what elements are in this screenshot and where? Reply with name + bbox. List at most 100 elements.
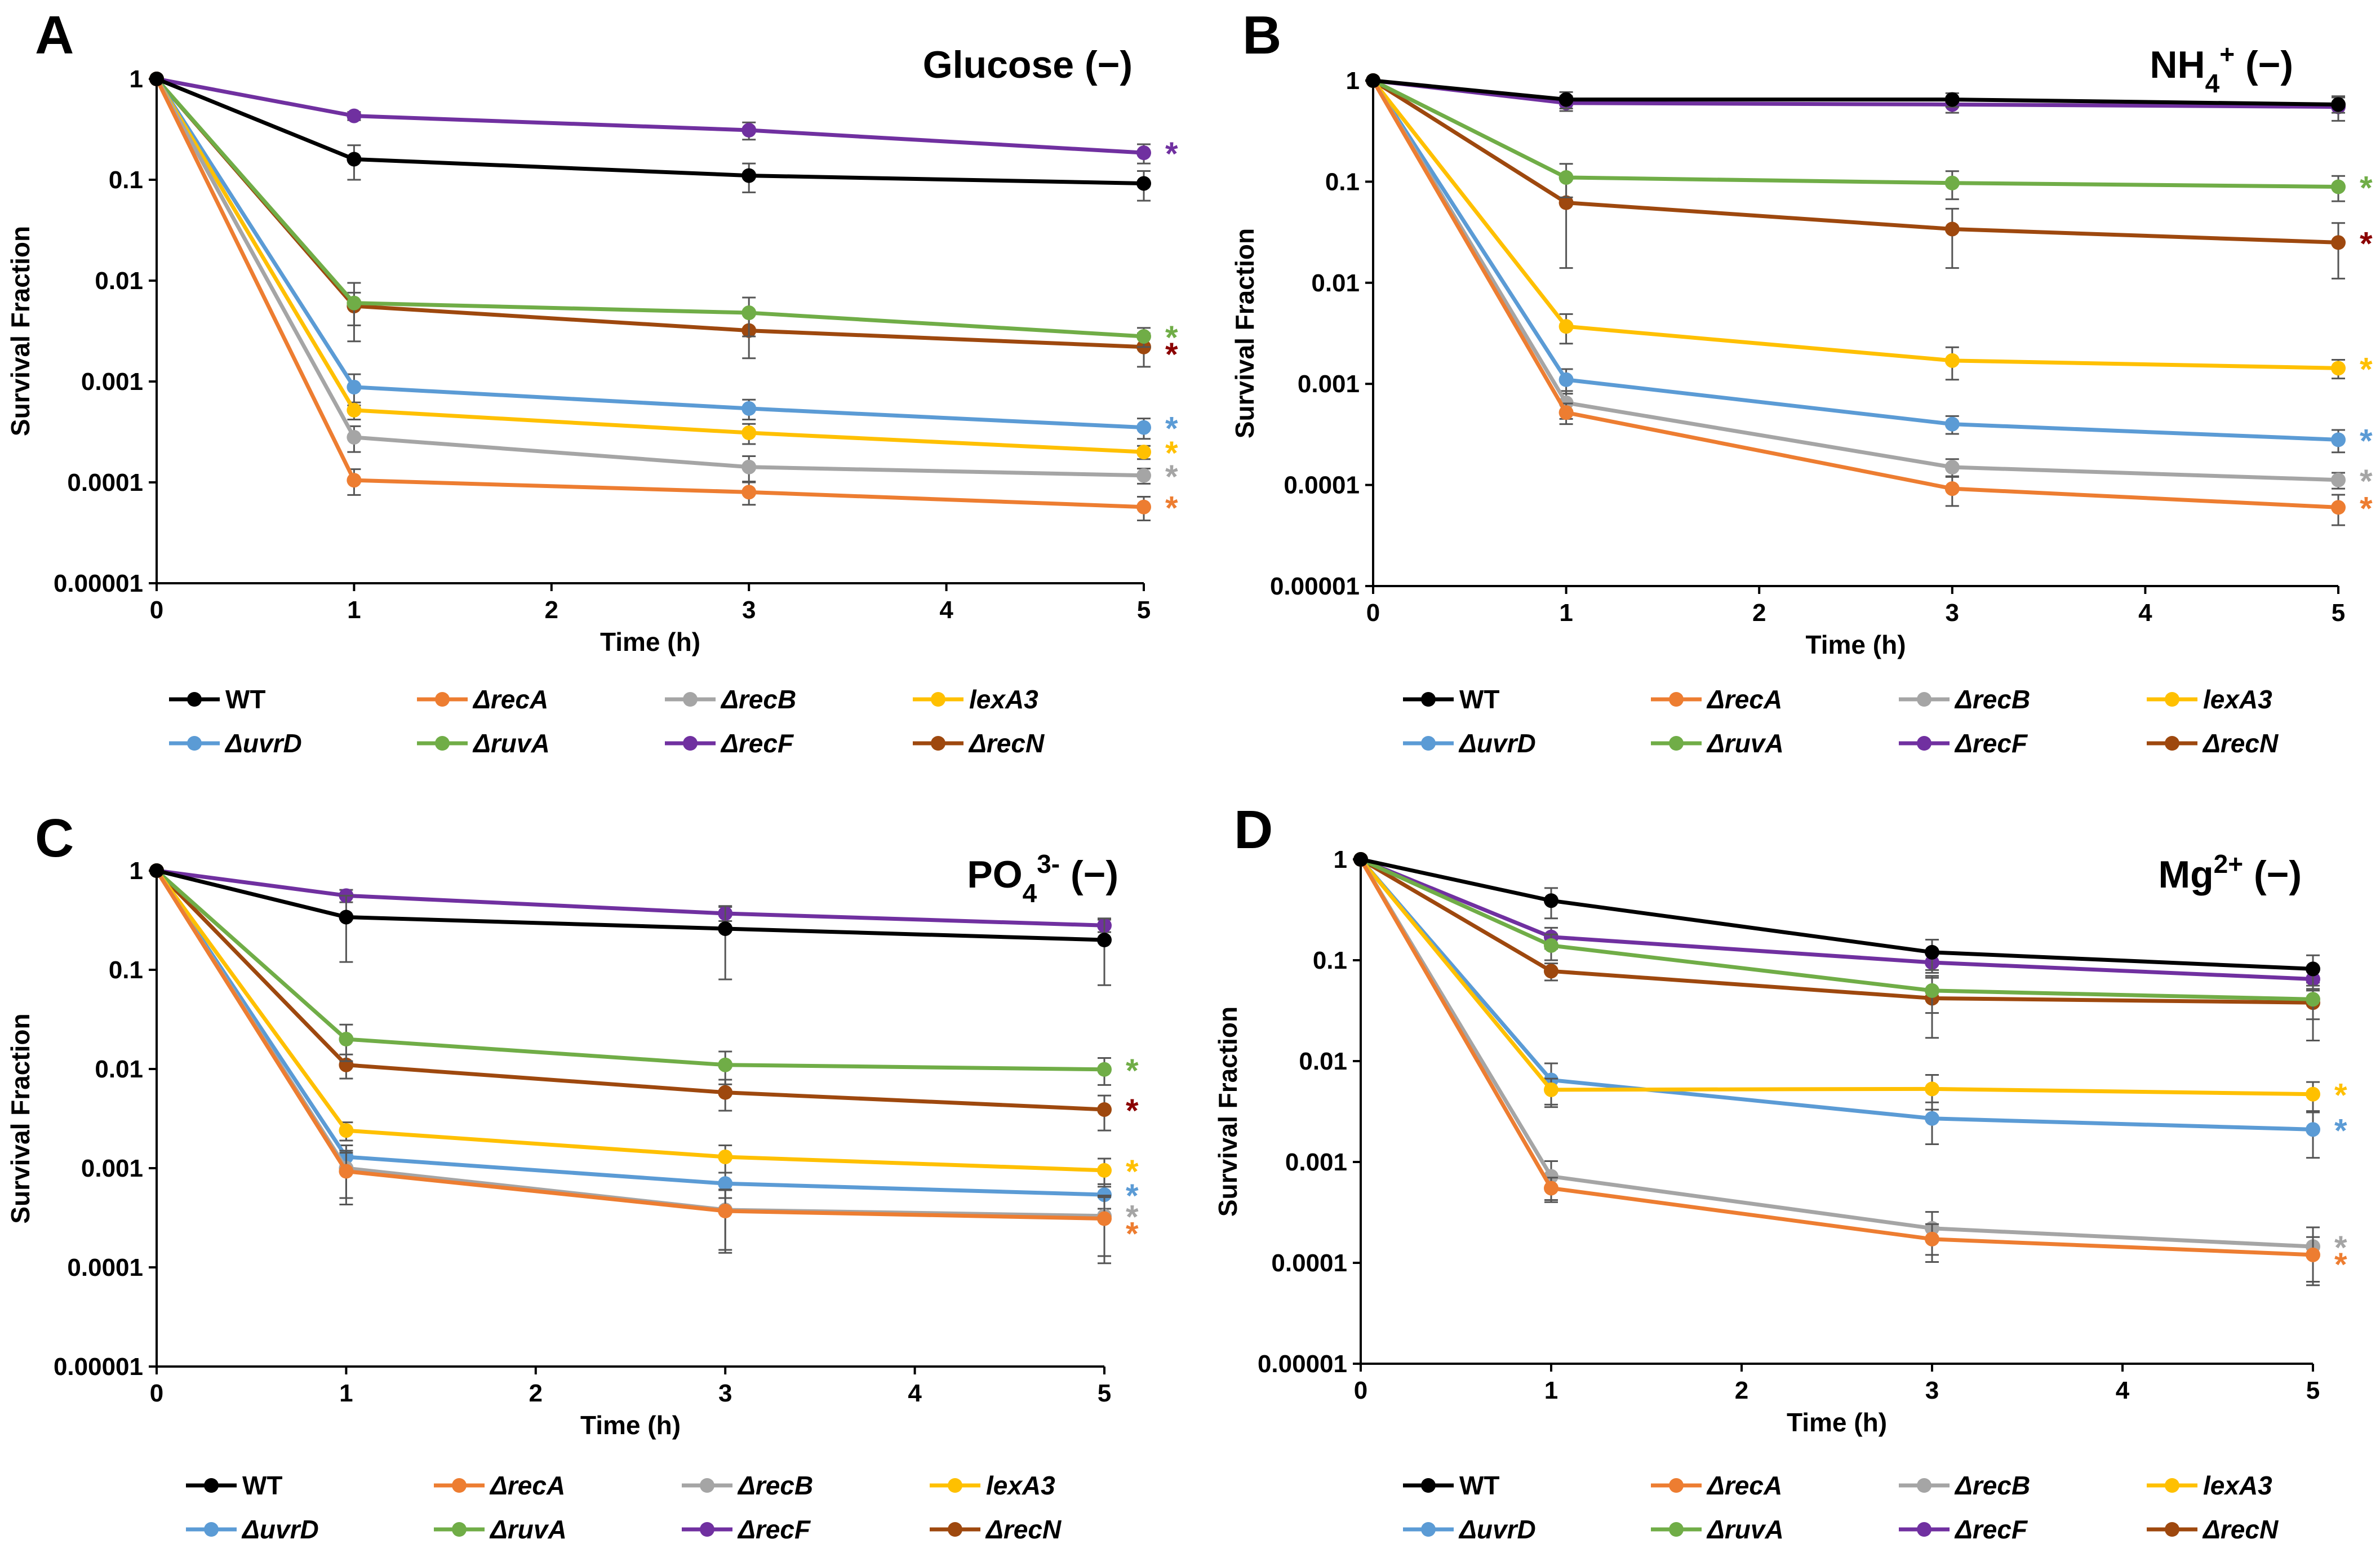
series-line [156,868,1105,928]
data-point [1544,938,1558,953]
x-tick-label: 0 [150,596,163,624]
data-point [1136,329,1151,344]
data-point [1944,460,1960,475]
data-point [347,379,362,394]
title-part: 4 [1023,879,1037,908]
data-point [741,168,757,183]
y-tick-label: 0.001 [81,368,143,396]
series-line [155,77,1144,339]
x-tick-label: 3 [718,1379,732,1407]
series-line [1371,79,2339,509]
data-point [1944,481,1960,496]
data-point [149,863,164,878]
series-ruvA [1353,852,2320,1021]
data-point [718,1149,733,1164]
legend-marker [435,736,450,751]
significance-star: * [2360,351,2373,388]
data-point [347,402,362,418]
data-point [718,1057,733,1072]
legend-item-lexA3: lexA3 [2147,685,2272,714]
x-tick-label: 1 [347,596,361,624]
legend-marker [683,736,698,751]
series-WT [149,72,1151,202]
data-point [1136,176,1151,191]
data-point [1136,145,1151,161]
legend-label: ΔrecN [968,729,1045,758]
legend-item-recA: ΔrecA [434,1471,565,1500]
significance-star: * [2360,225,2373,262]
data-point [1925,1081,1939,1097]
data-point [1558,170,1574,185]
legend-marker [931,692,945,707]
series-line [155,869,1105,1112]
legend-marker [2165,736,2179,751]
panel-letter: A [35,5,74,65]
x-tick-label: 5 [2332,599,2345,627]
series-uvrD [149,863,1112,1210]
y-axis-label: Survival Fraction [1230,228,1259,438]
legend-label: ΔrecA [472,685,548,714]
x-tick-label: 5 [1137,596,1151,624]
legend-marker [204,1478,219,1493]
data-point [2331,179,2346,194]
significance-star: * [1165,411,1178,447]
legend-marker [187,692,202,707]
x-tick-label: 2 [1735,1377,1748,1404]
legend-label: lexA3 [969,685,1038,714]
x-tick-label: 2 [529,1379,543,1407]
y-tick-label: 0.00001 [1258,1350,1347,1378]
y-tick-label: 0.00001 [54,570,143,597]
data-point [741,123,757,138]
legend-marker [1669,1522,1684,1537]
significance-star: * [1126,1216,1139,1253]
y-tick-label: 0.0001 [67,469,143,496]
series-line [156,77,1144,185]
x-tick-label: 3 [1946,599,1959,627]
data-point [1925,1111,1939,1126]
data-point [2306,961,2320,977]
data-point [741,425,757,441]
significance-star: * [1126,1053,1139,1089]
y-tick-label: 0.0001 [1284,472,1360,499]
title-part: Mg [2158,853,2213,896]
title-part: + [2219,39,2235,69]
title-part: PO [967,853,1022,896]
y-tick-label: 1 [130,857,143,885]
x-tick-label: 1 [1559,599,1573,627]
legend-label: ΔrecN [2202,1515,2279,1544]
legend-marker [948,1522,962,1537]
legend-marker [1669,736,1684,751]
y-tick-label: 0.1 [1313,947,1347,974]
x-tick-label: 2 [1752,599,1766,627]
legend-item-recB: ΔrecB [1899,685,2030,714]
data-point [1925,983,1939,998]
significance-star: * [2360,490,2373,527]
chart-title: PO43- (−) [967,849,1118,908]
significance-star: * [1126,1199,1139,1236]
legend-label: ΔruvA [1706,1515,1784,1544]
legend-label: ΔrecF [1954,729,2028,758]
series-line [155,869,1105,1173]
legend-item-recA: ΔrecA [417,685,548,714]
series-line [1358,858,2314,1249]
legend-marker [1669,1478,1684,1493]
data-point [339,910,354,925]
y-tick-label: 0.001 [1285,1148,1347,1176]
data-point [718,1085,733,1100]
significance-star: * [2334,1077,2347,1114]
data-point [1097,1062,1112,1077]
chart-title: NH4+ (−) [2150,39,2293,98]
x-tick-label: 4 [2138,599,2152,627]
chart-panel-d: D Mg2+ (−) 1 0.1 0.01 0.001 0.0001 0.00001 0 1 2 3 4… [1213,800,2347,1544]
legend-label: ΔuvrD [224,729,302,758]
data-point [718,921,733,936]
title-part: (−) [2243,853,2302,896]
legend-marker [1917,1522,1931,1537]
significance-star: * [2334,1247,2347,1283]
data-point [2331,500,2346,515]
series-line [1360,857,2314,981]
legend-marker [948,1478,962,1493]
x-tick-label: 2 [545,596,558,624]
